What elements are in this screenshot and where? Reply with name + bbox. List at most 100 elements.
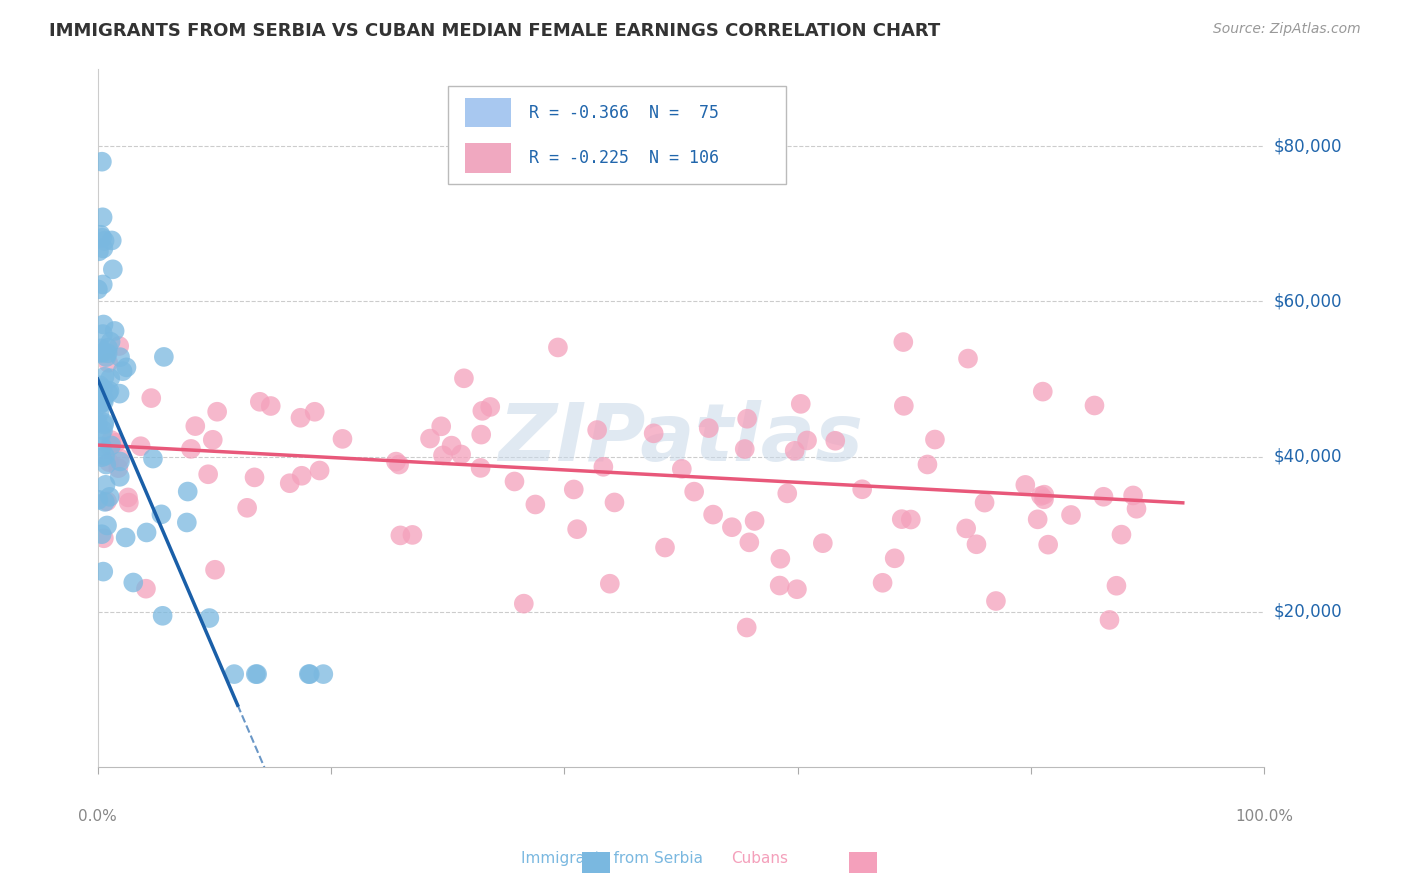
Point — [1111, 527, 1133, 541]
Point — [100, 438, 122, 452]
FancyBboxPatch shape — [465, 98, 510, 128]
Point — [197, 467, 219, 482]
Point — [90, 227, 112, 242]
Point — [93, 234, 115, 248]
Point — [1083, 399, 1105, 413]
Point — [973, 495, 995, 509]
Point — [401, 528, 423, 542]
Point — [298, 667, 321, 681]
Point — [389, 528, 412, 542]
Point — [150, 508, 173, 522]
Point — [98, 440, 121, 454]
Point — [108, 386, 131, 401]
Point — [89, 397, 111, 411]
Point — [90, 154, 112, 169]
Point — [419, 432, 441, 446]
Point — [479, 400, 502, 414]
Point — [108, 470, 131, 484]
Point — [735, 620, 758, 634]
Point — [90, 428, 112, 442]
Point — [100, 234, 122, 248]
Point — [141, 391, 163, 405]
Point — [388, 458, 411, 472]
Point — [249, 394, 271, 409]
Point — [89, 405, 111, 419]
Point — [90, 341, 112, 355]
Point — [91, 326, 114, 341]
Point — [205, 405, 228, 419]
Point — [236, 500, 259, 515]
Point — [890, 512, 912, 526]
Point — [965, 537, 987, 551]
Point — [108, 451, 131, 466]
Point — [769, 551, 792, 566]
Point — [176, 516, 198, 530]
Point — [86, 416, 108, 430]
Point — [1014, 478, 1036, 492]
Point — [152, 608, 174, 623]
Point — [111, 364, 134, 378]
Point — [471, 404, 494, 418]
Point — [565, 522, 588, 536]
Point — [97, 455, 120, 469]
Point — [900, 512, 922, 526]
Point — [984, 594, 1007, 608]
Point — [91, 440, 114, 454]
Text: Cubans: Cubans — [731, 852, 789, 866]
Point — [298, 667, 321, 681]
Point — [734, 442, 756, 456]
Point — [93, 369, 115, 384]
Point — [1033, 488, 1056, 502]
Point — [87, 395, 110, 409]
Point — [198, 611, 221, 625]
Point — [98, 371, 121, 385]
Point — [790, 397, 813, 411]
Point — [91, 382, 114, 396]
Point — [93, 417, 115, 432]
Point — [91, 211, 114, 225]
Point — [1092, 490, 1115, 504]
Point — [524, 498, 547, 512]
Point — [91, 345, 114, 359]
Point — [98, 384, 121, 398]
Point — [917, 458, 939, 472]
Point — [470, 427, 492, 442]
Point — [142, 451, 165, 466]
Point — [385, 454, 408, 468]
Point — [956, 351, 979, 366]
Point — [96, 458, 118, 472]
Point — [1125, 501, 1147, 516]
Point — [1036, 538, 1059, 552]
Point — [115, 360, 138, 375]
Point — [135, 582, 157, 596]
Text: 100.0%: 100.0% — [1236, 809, 1294, 824]
Point — [776, 486, 799, 500]
Text: IMMIGRANTS FROM SERBIA VS CUBAN MEDIAN FEMALE EARNINGS CORRELATION CHART: IMMIGRANTS FROM SERBIA VS CUBAN MEDIAN F… — [49, 22, 941, 40]
Point — [243, 470, 266, 484]
Point — [180, 442, 202, 456]
Point — [201, 433, 224, 447]
Point — [643, 426, 665, 441]
Point — [122, 575, 145, 590]
Point — [440, 439, 463, 453]
Point — [513, 597, 536, 611]
Point — [603, 495, 626, 509]
FancyBboxPatch shape — [465, 144, 510, 173]
Point — [90, 527, 112, 541]
Point — [1033, 492, 1056, 507]
Point — [97, 356, 120, 370]
Point — [89, 398, 111, 412]
Point — [432, 449, 454, 463]
Point — [118, 495, 141, 509]
Point — [97, 385, 120, 400]
Point — [91, 277, 114, 292]
Text: 0.0%: 0.0% — [79, 809, 117, 824]
Point — [93, 318, 115, 332]
Point — [891, 334, 914, 349]
Point — [108, 339, 131, 353]
Point — [246, 667, 269, 681]
Point — [89, 378, 111, 392]
Text: $80,000: $80,000 — [1274, 137, 1343, 155]
Point — [721, 520, 744, 534]
Point — [811, 536, 834, 550]
